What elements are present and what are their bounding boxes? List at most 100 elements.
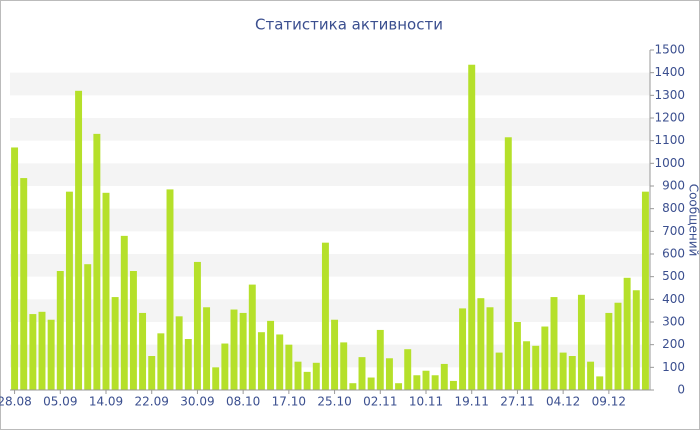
bar <box>514 322 521 390</box>
bar <box>295 362 302 390</box>
bar <box>441 364 448 390</box>
bar <box>541 327 548 390</box>
y-tick-label: 1100 <box>654 133 685 147</box>
bar <box>624 278 631 390</box>
bar <box>130 271 137 390</box>
y-tick-label: 800 <box>662 201 685 215</box>
bar <box>487 307 494 390</box>
y-tick-label: 700 <box>662 224 685 238</box>
y-tick-label: 100 <box>662 360 685 374</box>
bar <box>560 353 567 390</box>
bar <box>304 372 311 390</box>
x-tick-label: 19.11 <box>455 395 489 409</box>
bar <box>203 307 210 390</box>
x-tick-label: 05.09 <box>43 395 77 409</box>
y-tick-label: 1300 <box>654 88 685 102</box>
x-tick-label: 22.09 <box>135 395 169 409</box>
bar <box>605 313 612 390</box>
bar <box>551 297 558 390</box>
y-tick-label: 900 <box>662 179 685 193</box>
y-tick-label: 1400 <box>654 65 685 79</box>
bar <box>84 264 91 390</box>
bar <box>285 345 292 390</box>
bar <box>359 357 366 390</box>
bar <box>93 134 100 390</box>
y-tick-label: 1000 <box>654 156 685 170</box>
x-tick-label: 10.11 <box>409 395 443 409</box>
bar <box>386 358 393 390</box>
bar <box>404 349 411 390</box>
bar <box>48 320 55 390</box>
bar <box>432 375 439 390</box>
bar <box>496 353 503 390</box>
bar <box>642 192 649 390</box>
x-tick-label: 17.10 <box>272 395 306 409</box>
bar <box>587 362 594 390</box>
bar <box>322 243 329 390</box>
bar <box>139 313 146 390</box>
bar <box>459 308 466 390</box>
y-tick-label: 500 <box>662 269 685 283</box>
y-tick-label: 0 <box>677 383 685 397</box>
bar <box>167 189 174 390</box>
bar <box>413 375 420 390</box>
bar <box>11 147 18 390</box>
bar <box>368 378 375 390</box>
bar <box>450 381 457 390</box>
bar <box>468 65 475 390</box>
x-tick-label: 09.12 <box>592 395 626 409</box>
bar <box>185 339 192 390</box>
bar <box>523 341 530 390</box>
bar <box>331 320 338 390</box>
x-tick-label: 28.08 <box>0 395 32 409</box>
x-tick-label: 30.09 <box>180 395 214 409</box>
bar <box>267 321 274 390</box>
bar <box>395 383 402 390</box>
bar <box>29 314 36 390</box>
bar <box>148 356 155 390</box>
bar <box>633 290 640 390</box>
bar <box>75 91 82 390</box>
x-tick-label: 04.12 <box>546 395 580 409</box>
y-tick-label: 400 <box>662 292 685 306</box>
bar <box>103 193 110 390</box>
x-tick-label: 27.11 <box>500 395 534 409</box>
grid-band <box>10 163 650 186</box>
bar <box>221 344 228 390</box>
bar <box>231 310 238 390</box>
bar <box>112 297 119 390</box>
bar <box>532 346 539 390</box>
y-tick-label: 300 <box>662 315 685 329</box>
bar <box>276 334 283 390</box>
bar <box>423 371 430 390</box>
bar <box>377 330 384 390</box>
bar <box>505 137 512 390</box>
y-tick-label: 600 <box>662 247 685 261</box>
bar <box>194 262 201 390</box>
bar <box>258 332 265 390</box>
bar <box>212 367 219 390</box>
chart-title: Статистика активности <box>255 16 443 34</box>
bar <box>477 298 484 390</box>
bar <box>20 178 27 390</box>
bar <box>249 285 256 390</box>
bar <box>569 356 576 390</box>
bar <box>157 333 164 390</box>
x-tick-label: 25.10 <box>317 395 351 409</box>
bar <box>240 313 247 390</box>
bar <box>57 271 64 390</box>
bar <box>121 236 128 390</box>
bar <box>313 363 320 390</box>
y-axis-label: Сообщений <box>687 184 700 257</box>
bar <box>66 192 73 390</box>
bar <box>39 312 46 390</box>
x-tick-label: 02.11 <box>363 395 397 409</box>
grid-band <box>10 73 650 96</box>
bar <box>176 316 183 390</box>
x-tick-label: 14.09 <box>89 395 123 409</box>
bar <box>596 376 603 390</box>
grid-band <box>10 118 650 141</box>
x-tick-label: 08.10 <box>226 395 260 409</box>
y-tick-label: 1200 <box>654 111 685 125</box>
